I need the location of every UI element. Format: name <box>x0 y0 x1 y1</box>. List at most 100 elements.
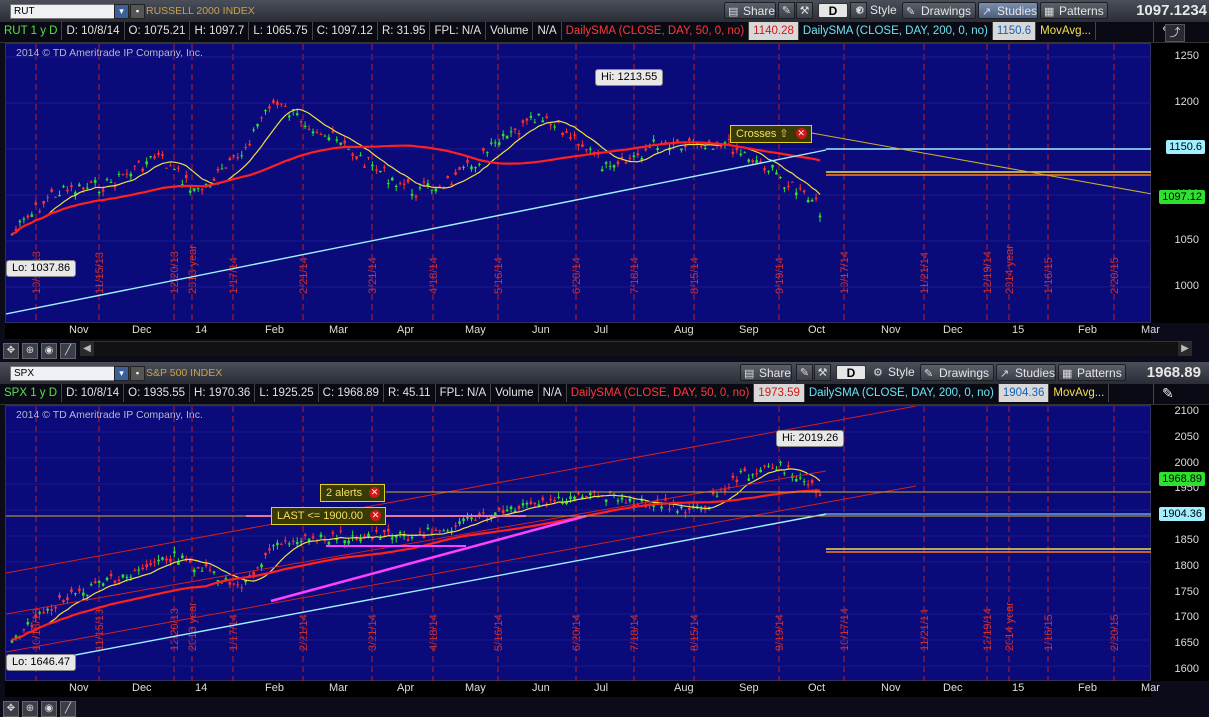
remove-alert-icon[interactable]: ✕ <box>370 510 382 521</box>
study-sma200[interactable]: DailySMA (CLOSE, DAY, 200, 0, no) <box>799 22 993 40</box>
date-marker-label: 1/17/14 <box>228 614 240 651</box>
study-sma50-value: 1140.28 <box>749 22 799 40</box>
study-sma50-value: 1973.59 <box>754 384 805 402</box>
candle-body <box>347 148 350 150</box>
candle-body <box>699 145 703 147</box>
wrench-icon[interactable]: ⚒ <box>814 364 831 381</box>
study-sma50[interactable]: DailySMA (CLOSE, DAY, 50, 0, no) <box>567 384 755 402</box>
candle-body <box>454 525 457 527</box>
symbol-input[interactable]: RUT <box>10 4 117 19</box>
study-movavg[interactable]: MovAvg... <box>1036 22 1097 40</box>
link-icon[interactable]: ▪ <box>130 4 145 19</box>
timeframe-dropdown-icon[interactable]: ▾ <box>850 2 867 19</box>
drawing-tool-icon[interactable]: ✎ <box>778 2 795 19</box>
y-tick-label: 1750 <box>1174 585 1199 598</box>
candle-body <box>731 151 735 154</box>
scroll-right-icon[interactable]: ▶ <box>1178 342 1192 356</box>
candle-body <box>252 572 255 575</box>
rut-x-axis[interactable]: Nov Dec 14 Feb Mar Apr May Jun Jul Aug Sep Oct Nov De… <box>5 323 1160 339</box>
candle-body <box>767 171 770 173</box>
price-alert-tag[interactable]: LAST <= 1900.00 ✕ <box>271 507 387 525</box>
drawing-toggle[interactable]: ✎ <box>1153 384 1209 404</box>
pan-icon[interactable]: ✥ <box>3 343 19 359</box>
share-icon: ▤ <box>728 6 739 18</box>
drawings-button[interactable]: ✎ Drawings <box>902 2 976 19</box>
symbol-dropdown-icon[interactable]: ▾ <box>114 4 129 19</box>
studies-button[interactable]: ↗ Studies <box>996 364 1056 381</box>
candle-body <box>129 576 133 578</box>
cursor-icon[interactable]: ◉ <box>41 343 57 359</box>
scroll-left-icon[interactable]: ◀ <box>80 342 94 356</box>
candle-body <box>521 120 525 123</box>
candle-body <box>727 139 731 141</box>
zoom-icon[interactable]: ⊕ <box>22 701 38 717</box>
spx-x-axis[interactable]: Nov Dec 14 Feb Mar Apr May Jun Jul Aug Sep Oct Nov De… <box>5 681 1160 697</box>
wrench-icon[interactable]: ⚒ <box>796 2 813 19</box>
link-icon[interactable]: ▪ <box>130 366 145 381</box>
candle-body <box>200 189 204 191</box>
study-movavg[interactable]: MovAvg... <box>1049 384 1110 402</box>
share-button[interactable]: ▤ Share <box>724 2 776 19</box>
candle-body <box>109 182 113 184</box>
candle-body <box>331 131 335 133</box>
y-tick-label: 1700 <box>1174 611 1199 624</box>
x-tick-label: Nov <box>881 682 901 694</box>
candle-body <box>640 157 644 160</box>
spx-plot-area[interactable]: 10/18/13 11/15/13 12/20/13 2013 year 1/17/14… <box>5 405 1152 682</box>
candle-body <box>133 165 137 167</box>
candle-body <box>684 146 687 148</box>
patterns-button[interactable]: ▦ Patterns <box>1058 364 1126 381</box>
candle-body <box>335 539 339 541</box>
pan-icon[interactable]: ✥ <box>3 701 19 717</box>
low-label: Lo: 1646.47 <box>6 654 77 671</box>
zoom-icon[interactable]: ⊕ <box>22 343 38 359</box>
timeframe-button[interactable]: D <box>818 3 848 18</box>
study-sma200-value: 1150.6 <box>992 22 1037 40</box>
candle-body <box>173 169 176 171</box>
date-marker-label: 5/16/14 <box>493 614 505 651</box>
studies-button[interactable]: ↗ Studies <box>978 2 1038 19</box>
alerts-count-tag[interactable]: 2 alerts ✕ <box>320 484 386 502</box>
style-button[interactable]: ⚙ Style <box>852 2 900 19</box>
line-tool-icon[interactable]: ╱ <box>60 343 76 359</box>
candle-body <box>743 152 747 154</box>
trend-icon[interactable]: ⤴ <box>1165 24 1185 42</box>
rut-y-axis[interactable]: 125012001150110010501000 1150.6 1097.12 <box>1151 43 1209 323</box>
crosses-alert[interactable]: Crosses ⇧ ✕ <box>730 125 812 143</box>
spx-y-axis[interactable]: 2100205020001950190018501800175017001650… <box>1151 405 1209 681</box>
line-tool-icon[interactable]: ╱ <box>60 701 76 717</box>
candle-body <box>565 131 568 133</box>
x-tick-label: Feb <box>265 324 284 336</box>
candle-body <box>747 478 751 481</box>
drawings-button[interactable]: ✎ Drawings <box>920 364 994 381</box>
candle-body <box>351 153 354 156</box>
study-sma50[interactable]: DailySMA (CLOSE, DAY, 50, 0, no) <box>562 22 750 40</box>
study-sma200[interactable]: DailySMA (CLOSE, DAY, 200, 0, no) <box>805 384 999 402</box>
cursor-icon[interactable]: ◉ <box>41 701 57 717</box>
info-close: C: 1097.12 <box>313 22 378 40</box>
info-volume-label: Volume <box>491 384 539 402</box>
symbol-dropdown-icon[interactable]: ▾ <box>114 366 129 381</box>
candle-body <box>422 536 426 538</box>
candle-body <box>509 506 513 510</box>
candle-body <box>577 144 580 146</box>
x-tick-label: Dec <box>943 324 963 336</box>
candle-body <box>216 580 220 582</box>
rut-scrollbar[interactable]: ◀ ▶ <box>80 341 1192 356</box>
patterns-button[interactable]: ▦ Patterns <box>1040 2 1108 19</box>
x-tick-label: Feb <box>1078 324 1097 336</box>
style-button[interactable]: ⚙ Style <box>870 364 918 381</box>
drawing-tool-icon[interactable]: ✎ <box>796 364 813 381</box>
x-tick-label: Apr <box>397 682 415 694</box>
candle-body <box>363 166 366 168</box>
date-marker-label: 2013 year <box>187 602 199 651</box>
candle-body <box>14 229 18 231</box>
symbol-input[interactable]: SPX <box>10 366 117 381</box>
alerts-label: 2 alerts <box>326 487 363 499</box>
remove-alert-icon[interactable]: ✕ <box>369 487 381 498</box>
timeframe-button[interactable]: D <box>836 365 866 380</box>
candle-body <box>343 540 347 544</box>
share-button[interactable]: ▤ Share <box>740 364 792 381</box>
remove-alert-icon[interactable]: ✕ <box>795 128 807 139</box>
